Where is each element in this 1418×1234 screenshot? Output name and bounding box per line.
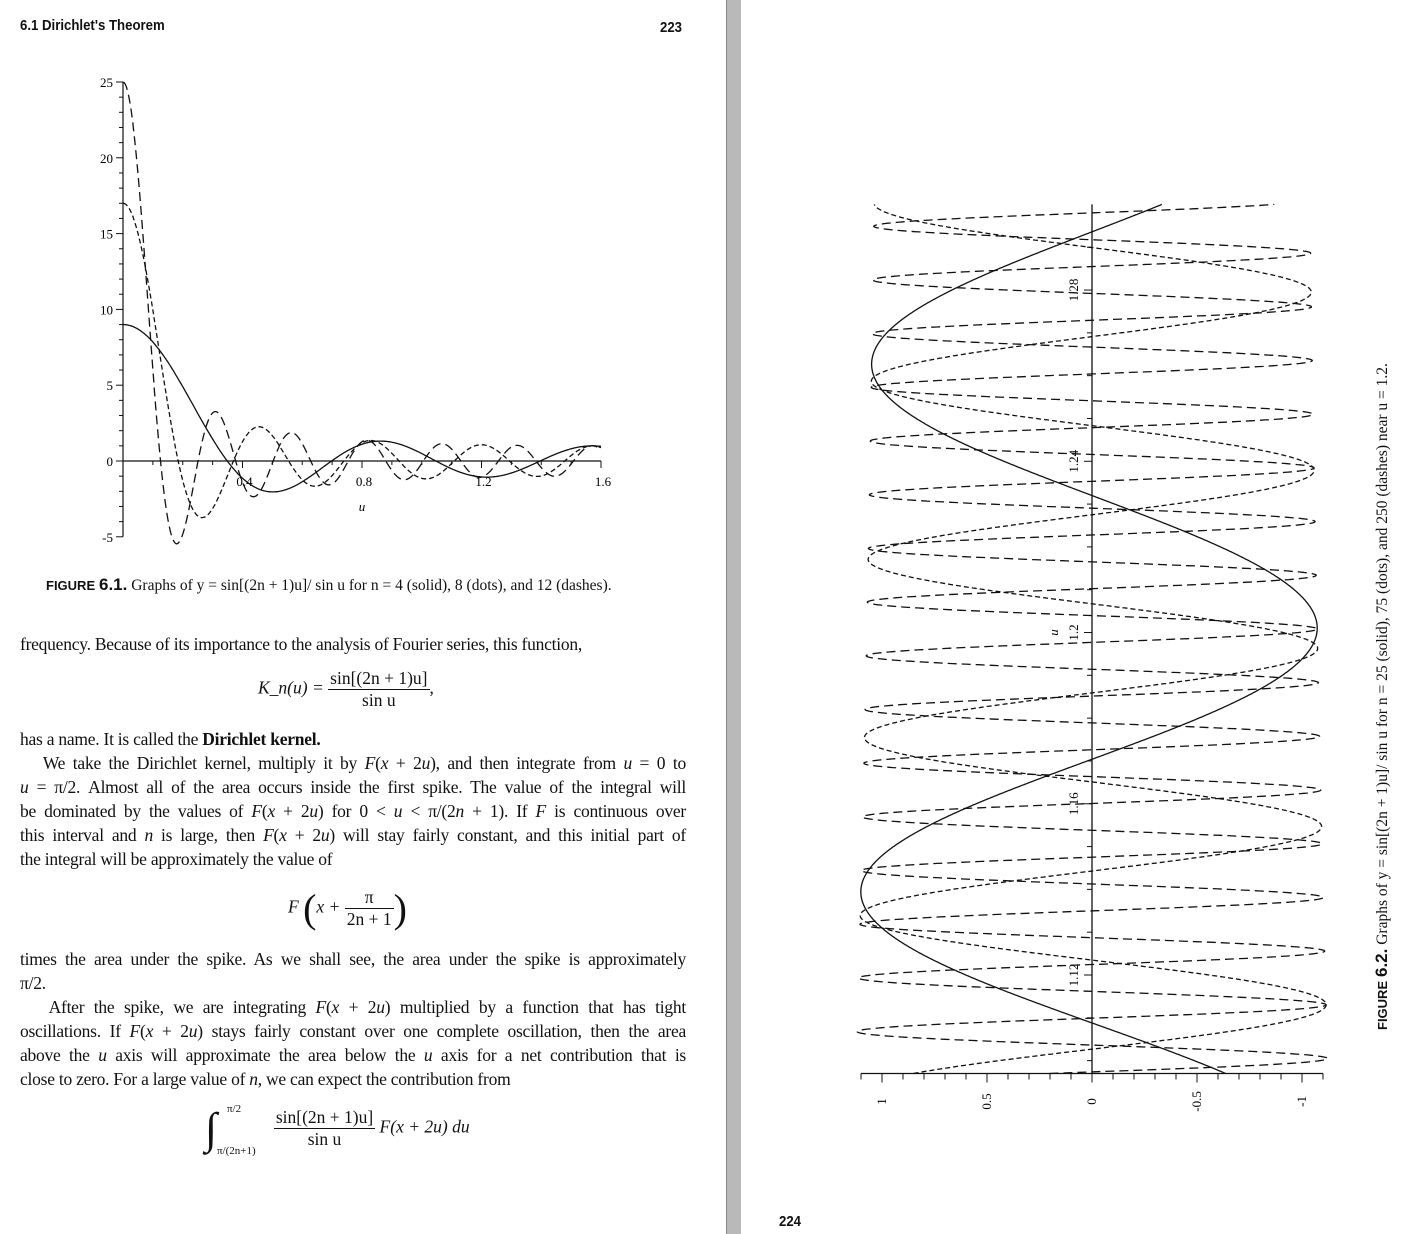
figure-6-1-caption: FIGURE 6.1. Graphs of y = sin[(2n + 1)u]… bbox=[46, 575, 612, 595]
page-number: 224 bbox=[779, 1213, 802, 1230]
y-tick-label: -1 bbox=[1294, 1096, 1309, 1107]
y-tick-label: 0 bbox=[1084, 1098, 1099, 1105]
u-tick-label: 1.28 bbox=[1066, 279, 1081, 302]
y-tick-label: 20 bbox=[100, 151, 113, 166]
text-line: oscillations. If F(x + 2u) stays fairly … bbox=[20, 1021, 686, 1041]
y-tick-label: 15 bbox=[100, 227, 113, 242]
int-denominator: sin u bbox=[307, 1129, 342, 1149]
eq-F: F bbox=[288, 896, 299, 917]
equation-integral: ∫ π/2 π/(2n+1) sin[(2n + 1)u] sin u F(x +… bbox=[205, 1103, 470, 1157]
text-line: u = π/2. Almost all of the area occurs i… bbox=[20, 777, 686, 797]
int-numerator: sin[(2n + 1)u] bbox=[273, 1107, 376, 1129]
text-line: times the area under the spike. As we sh… bbox=[20, 949, 686, 969]
figure-6-2-chart: 1.12 1.16 1.2 1.24 1.28 1 0.5 0 -0.5 -1 u bbox=[856, 203, 1329, 1112]
right-page: 1.12 1.16 1.2 1.24 1.28 1 0.5 0 -0.5 -1 u FIGURE 6… bbox=[741, 0, 1418, 1234]
text-line: We take the Dirichlet kernel, multiply i… bbox=[20, 753, 687, 773]
int-lower-limit: π/(2n+1) bbox=[217, 1145, 256, 1157]
series-n75 bbox=[859, 204, 1327, 1075]
caption-text: Graphs of y = sin[(2n + 1)u]/ sin u for … bbox=[1374, 363, 1391, 945]
text-line: this interval and n is large, then F(x +… bbox=[20, 825, 686, 845]
y-tick-label: 10 bbox=[100, 302, 113, 317]
text-line: has a name. It is called the Dirichlet k… bbox=[20, 729, 321, 749]
u-tick-label: 1.16 bbox=[1066, 792, 1081, 815]
int-integrand: F(x + 2u) du bbox=[379, 1116, 470, 1137]
u-tick-label: 1.12 bbox=[1066, 964, 1081, 987]
x-tick-label: 1.6 bbox=[595, 474, 612, 489]
figure-number: 6.2. bbox=[1372, 948, 1391, 977]
series-n25 bbox=[860, 203, 1318, 1075]
y-tick-label: 0.5 bbox=[979, 1093, 994, 1109]
y-tick-label: -0.5 bbox=[1189, 1091, 1204, 1112]
text-line: π/2. bbox=[20, 973, 46, 993]
text-line: close to zero. For a large value of n, w… bbox=[20, 1069, 511, 1089]
running-header-title: 6.1 Dirichlet's Theorem bbox=[20, 17, 165, 34]
u-tick-label: 1.24 bbox=[1066, 449, 1081, 472]
text-line: the integral will be approximately the v… bbox=[20, 849, 333, 869]
eq-numerator: sin[(2n + 1)u] bbox=[328, 668, 430, 690]
u-tick-label: 1.2 bbox=[1066, 624, 1081, 640]
caption-text: Graphs of y = sin[(2n + 1)u]/ sin u for … bbox=[131, 577, 612, 594]
series-n4 bbox=[123, 323, 602, 493]
page-number: 223 bbox=[660, 19, 683, 36]
figure-label: FIGURE bbox=[1375, 980, 1390, 1030]
y-tick-label: 1 bbox=[874, 1098, 889, 1105]
y-tick-label: 25 bbox=[100, 75, 113, 90]
eq-inner: x + bbox=[316, 896, 341, 917]
figure-label: FIGURE bbox=[46, 578, 96, 593]
equation-dirichlet-kernel: K_n(u) = sin[(2n + 1)u] sin u, bbox=[258, 668, 434, 711]
left-page: 6.1 Dirichlet's Theorem 223 25 20 15 10 5 0 -5… bbox=[20, 17, 687, 1157]
text-line: be dominated by the values of F(x + 2u) … bbox=[20, 801, 686, 821]
series-n8 bbox=[123, 202, 602, 519]
eq-den: 2n + 1 bbox=[346, 909, 392, 929]
series-n12 bbox=[122, 81, 602, 545]
eq-pi: π bbox=[344, 887, 394, 909]
page-gutter bbox=[726, 0, 742, 1234]
text-line: After the spike, we are integrating F(x … bbox=[20, 997, 687, 1017]
equation-F-value: F (x + π 2n + 1) bbox=[288, 886, 407, 931]
eq-comma: , bbox=[429, 677, 434, 698]
int-upper-limit: π/2 bbox=[227, 1103, 242, 1115]
eq-lhs: K_n(u) = bbox=[258, 677, 324, 698]
text-line: frequency. Because of its importance to … bbox=[20, 634, 582, 654]
series-n250 bbox=[856, 203, 1329, 1075]
eq-denominator: sin u bbox=[362, 690, 396, 710]
figure-6-2-caption: FIGURE 6.2. Graphs of y = sin[(2n + 1)u]… bbox=[1372, 363, 1392, 1030]
y-tick-label: 5 bbox=[107, 378, 114, 393]
y-tick-label: 0 bbox=[107, 454, 114, 469]
x-tick-label: 0.8 bbox=[356, 474, 372, 489]
y-tick-label: -5 bbox=[102, 530, 113, 545]
u-axis-label: u bbox=[1046, 629, 1061, 636]
figure-number: 6.1. bbox=[99, 575, 128, 594]
x-axis-label: u bbox=[359, 499, 366, 514]
text-line: above the u axis will approximate the ar… bbox=[20, 1045, 686, 1065]
